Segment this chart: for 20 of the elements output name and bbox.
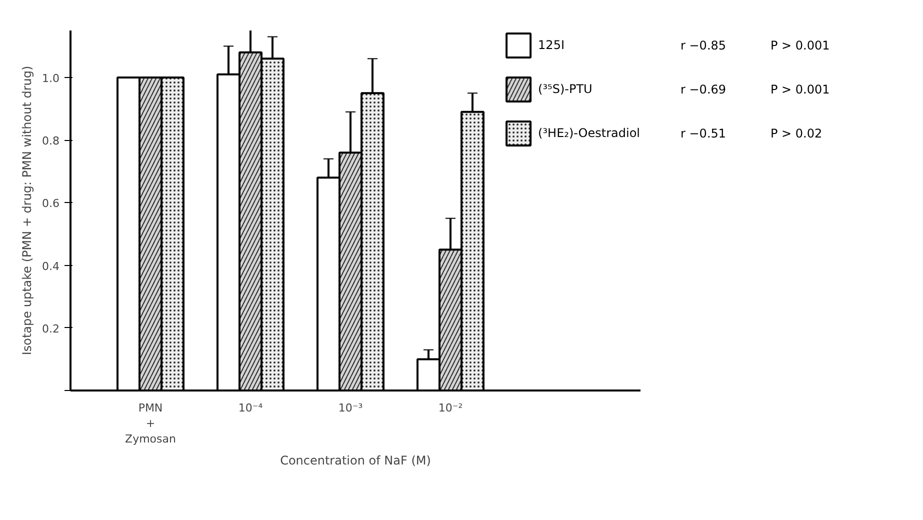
y-tick-label: 0.2 bbox=[42, 322, 60, 336]
x-tick-label: PMN + Zymosan bbox=[125, 402, 176, 446]
text: r −0.69 bbox=[680, 82, 726, 96]
text: P > 0.02 bbox=[770, 126, 822, 140]
y-tick-label: 1.0 bbox=[42, 72, 60, 85]
x-tick-label: 10⁻⁴ bbox=[238, 402, 264, 414]
y-tick-label: 0.8 bbox=[42, 134, 60, 148]
x-tick-label: 10⁻² bbox=[438, 402, 463, 414]
text: P > 0.001 bbox=[770, 38, 830, 52]
y-tick-label: 0.6 bbox=[42, 197, 60, 210]
x-axis-title: Concentration of NaF (M) bbox=[280, 454, 431, 468]
text: r −0.85 bbox=[680, 38, 726, 52]
legend-label: (³HE₂)-Oestradiol bbox=[538, 125, 640, 142]
legend-label: 125I bbox=[538, 37, 564, 54]
x-tick-label: 10⁻³ bbox=[338, 402, 363, 414]
text: r −0.51 bbox=[680, 126, 726, 140]
y-tick-label: 0.4 bbox=[42, 260, 60, 273]
y-axis-title: Isotape uptake (PMN + drug: PMN without drug) bbox=[20, 66, 34, 356]
text: P > 0.001 bbox=[770, 82, 830, 96]
legend-label: (³⁵S)-PTU bbox=[538, 81, 592, 98]
